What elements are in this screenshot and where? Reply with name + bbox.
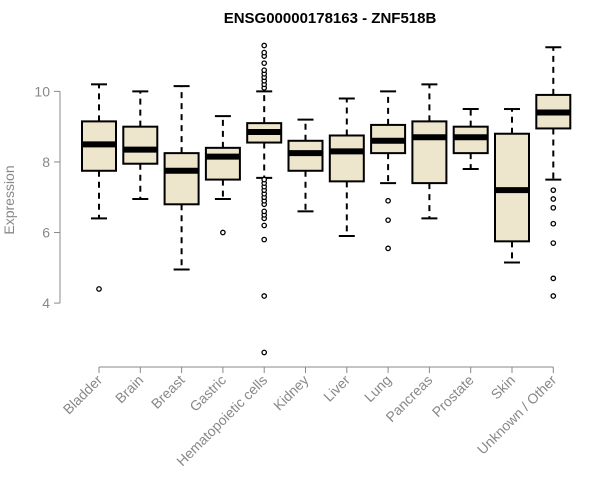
outlier-point bbox=[385, 217, 391, 224]
x-tick-label: Liver bbox=[320, 372, 353, 405]
y-tick-label: 8 bbox=[42, 154, 50, 170]
x-tick-label: Skin bbox=[488, 372, 519, 403]
y-tick-label: 6 bbox=[42, 225, 50, 241]
boxplot-gastric bbox=[204, 115, 241, 236]
outlier-point bbox=[261, 67, 268, 74]
boxplot-hematopoietic-cells bbox=[246, 42, 283, 356]
box-iqr bbox=[163, 152, 200, 206]
chart-title: ENSG00000178163 - ZNF518B bbox=[224, 10, 437, 27]
outlier-point bbox=[550, 240, 557, 246]
outlier-point bbox=[261, 49, 268, 56]
outlier-point bbox=[385, 245, 391, 252]
boxplot-prostate bbox=[452, 108, 489, 171]
box-iqr bbox=[122, 125, 159, 165]
boxplot-series bbox=[81, 42, 572, 356]
boxplot-pancreas bbox=[411, 83, 448, 220]
x-tick-label: Prostate bbox=[429, 372, 477, 420]
outlier-point bbox=[220, 229, 226, 236]
boxplot-bladder bbox=[81, 83, 117, 292]
outlier-point bbox=[550, 196, 557, 202]
outlier-point bbox=[550, 220, 557, 227]
outlier-point bbox=[261, 349, 268, 356]
boxplot-liver bbox=[328, 97, 365, 238]
outlier-point bbox=[261, 208, 268, 215]
x-tick-label: Kidney bbox=[270, 372, 312, 414]
boxplot-lung bbox=[370, 90, 407, 252]
y-axis: 4 6 8 10 bbox=[34, 83, 61, 311]
outlier-point bbox=[385, 197, 391, 204]
boxplot-kidney bbox=[287, 118, 324, 213]
y-axis-label: Expression bbox=[1, 165, 17, 234]
outlier-point bbox=[261, 42, 268, 49]
x-tick-label: Brain bbox=[112, 372, 146, 406]
x-tick-label: Bladder bbox=[60, 372, 106, 418]
y-tick-label: 4 bbox=[42, 295, 50, 311]
box-iqr bbox=[204, 146, 241, 181]
outlier-point bbox=[550, 204, 557, 211]
boxplot-unknown-other bbox=[535, 46, 572, 299]
outlier-point bbox=[550, 187, 557, 194]
x-tick-label: Breast bbox=[148, 372, 188, 412]
box-iqr bbox=[411, 120, 448, 185]
box-iqr bbox=[328, 134, 365, 183]
outlier-point bbox=[261, 176, 268, 183]
outlier-point bbox=[550, 293, 557, 299]
boxplot-skin bbox=[494, 108, 530, 264]
outlier-point bbox=[96, 286, 102, 292]
outlier-point bbox=[261, 222, 268, 229]
x-tick-label: Lung bbox=[361, 372, 394, 405]
outlier-point bbox=[261, 293, 268, 299]
boxplot-breast bbox=[163, 85, 200, 271]
y-tick-label: 10 bbox=[34, 83, 50, 99]
outlier-point bbox=[261, 236, 268, 243]
outlier-point bbox=[550, 275, 557, 282]
boxplot-brain bbox=[122, 90, 159, 200]
outlier-point bbox=[261, 60, 268, 67]
